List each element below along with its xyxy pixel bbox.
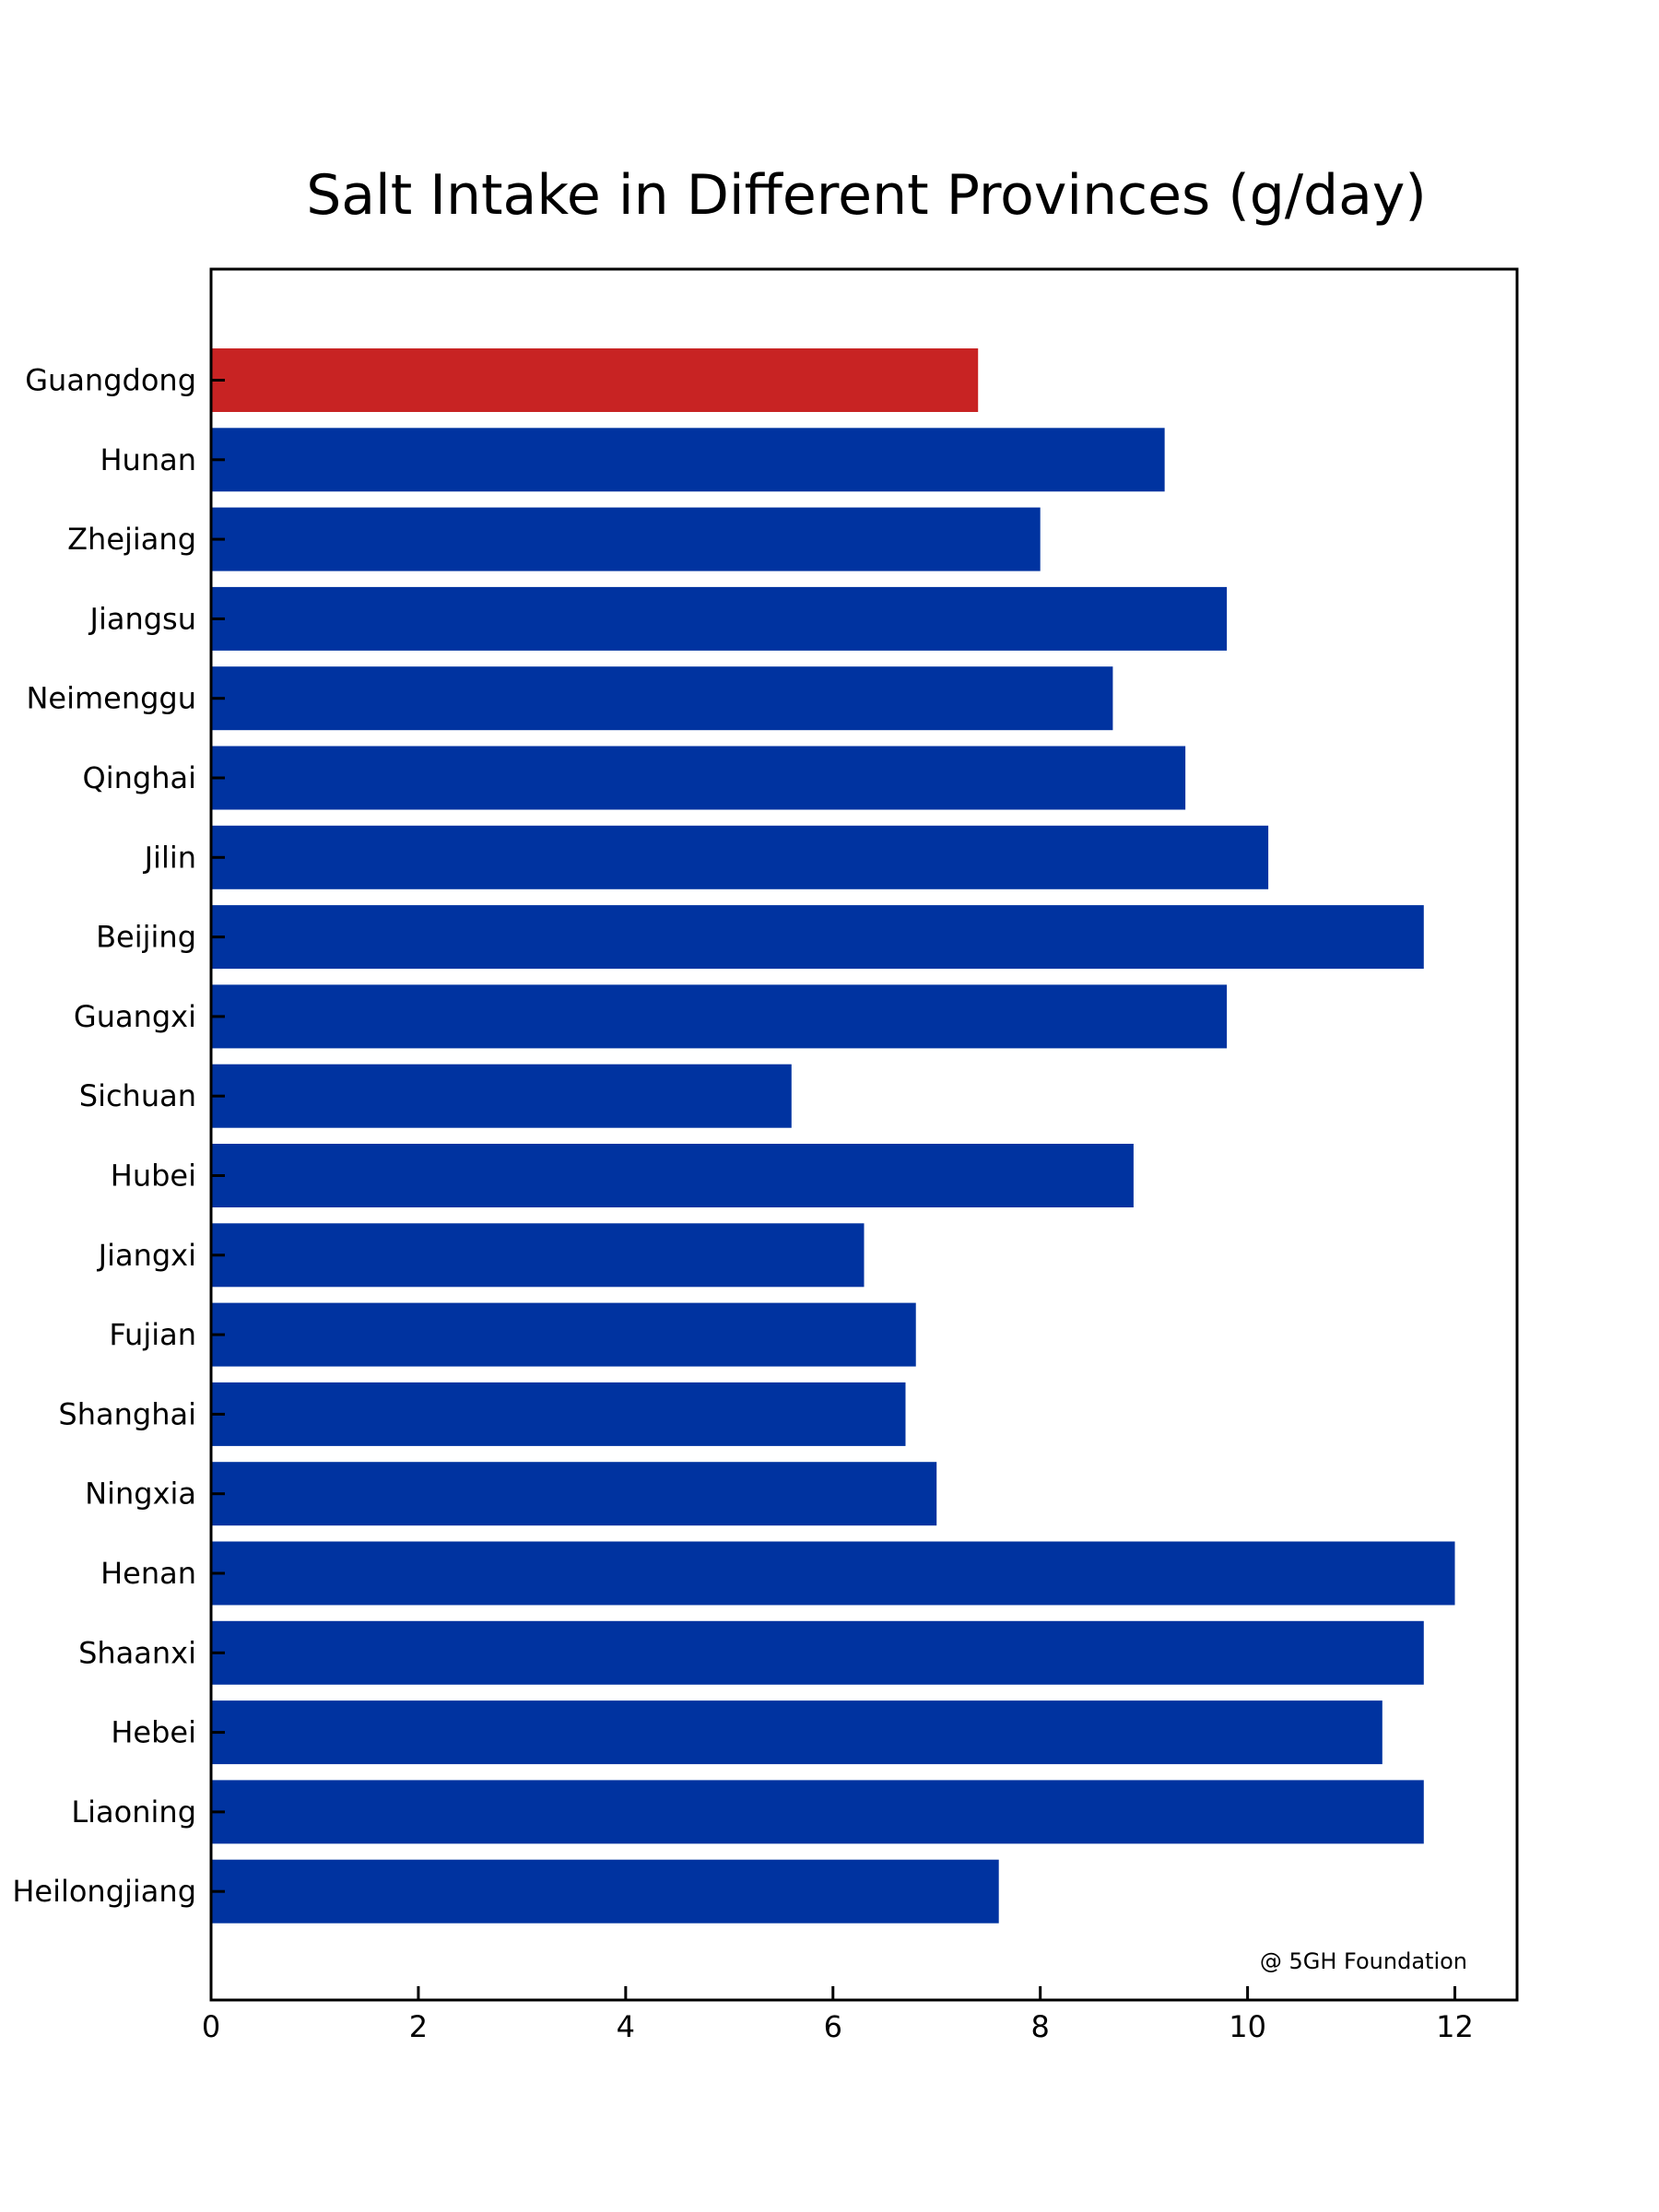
bar-sichuan <box>211 1064 792 1128</box>
bar-jiangsu <box>211 586 1228 651</box>
y-tick-label-shanghai: Shanghai <box>58 1396 196 1431</box>
bar-heilongjiang <box>211 1859 999 1924</box>
y-tick-label-fujian: Fujian <box>109 1317 196 1352</box>
x-axis-ticks: 0 2 4 6 8 10 12 <box>202 1986 1474 2044</box>
bars-layer <box>211 348 1455 1924</box>
y-tick-label-sichuan: Sichuan <box>79 1078 196 1113</box>
bar-shaanxi <box>211 1620 1424 1685</box>
bar-fujian <box>211 1302 916 1367</box>
y-axis-ticks: Guangdong Hunan Zhejiang Jiangsu Neimenggu Qi… <box>12 363 225 1909</box>
y-tick-label-jiangxi: Jiangxi <box>97 1238 196 1273</box>
bar-beijing <box>211 905 1424 970</box>
x-tick-label-6: 6 <box>824 2009 842 2044</box>
bar-hebei <box>211 1700 1382 1765</box>
y-tick-label-neimenggu: Neimenggu <box>26 681 196 716</box>
x-tick-label-8: 8 <box>1031 2009 1050 2044</box>
x-tick-label-10: 10 <box>1229 2009 1266 2044</box>
bar-guangdong <box>211 348 979 412</box>
x-tick-label-12: 12 <box>1436 2009 1474 2044</box>
bar-jiangxi <box>211 1223 865 1288</box>
y-tick-label-henan: Henan <box>100 1556 196 1591</box>
y-tick-label-hubei: Hubei <box>111 1159 196 1194</box>
y-tick-label-zhejiang: Zhejiang <box>67 522 196 557</box>
bar-neimenggu <box>211 666 1113 731</box>
y-tick-label-guangxi: Guangxi <box>74 999 196 1034</box>
y-tick-label-hebei: Hebei <box>111 1715 196 1750</box>
bar-shanghai <box>211 1382 906 1446</box>
bar-jilin <box>211 825 1269 889</box>
y-tick-label-beijing: Beijing <box>96 920 196 955</box>
y-tick-label-jiangsu: Jiangsu <box>88 601 196 636</box>
x-tick-label-4: 4 <box>617 2009 635 2044</box>
bar-guangxi <box>211 984 1228 1049</box>
y-tick-label-qinghai: Qinghai <box>83 760 196 795</box>
y-tick-label-guangdong: Guangdong <box>25 363 196 398</box>
bar-hunan <box>211 428 1165 492</box>
bar-hubei <box>211 1144 1134 1207</box>
y-tick-label-heilongjiang: Heilongjiang <box>12 1874 196 1909</box>
y-tick-label-ningxia: Ningxia <box>85 1477 196 1512</box>
y-tick-label-jilin: Jilin <box>143 840 196 875</box>
y-tick-label-liaoning: Liaoning <box>71 1794 196 1830</box>
plot-frame <box>209 267 1519 2002</box>
bar-henan <box>211 1541 1455 1606</box>
chart-title: Salt Intake in Different Provinces (g/da… <box>306 163 1427 228</box>
x-tick-label-2: 2 <box>409 2009 428 2044</box>
bar-zhejiang <box>211 507 1041 571</box>
bar-ningxia <box>211 1462 937 1526</box>
bar-liaoning <box>211 1780 1424 1844</box>
bar-qinghai <box>211 746 1186 810</box>
x-tick-label-0: 0 <box>202 2009 220 2044</box>
source-annotation: @ 5GH Foundation <box>1260 1948 1467 1974</box>
y-tick-label-shaanxi: Shaanxi <box>78 1635 196 1670</box>
y-tick-label-hunan: Hunan <box>100 442 196 477</box>
